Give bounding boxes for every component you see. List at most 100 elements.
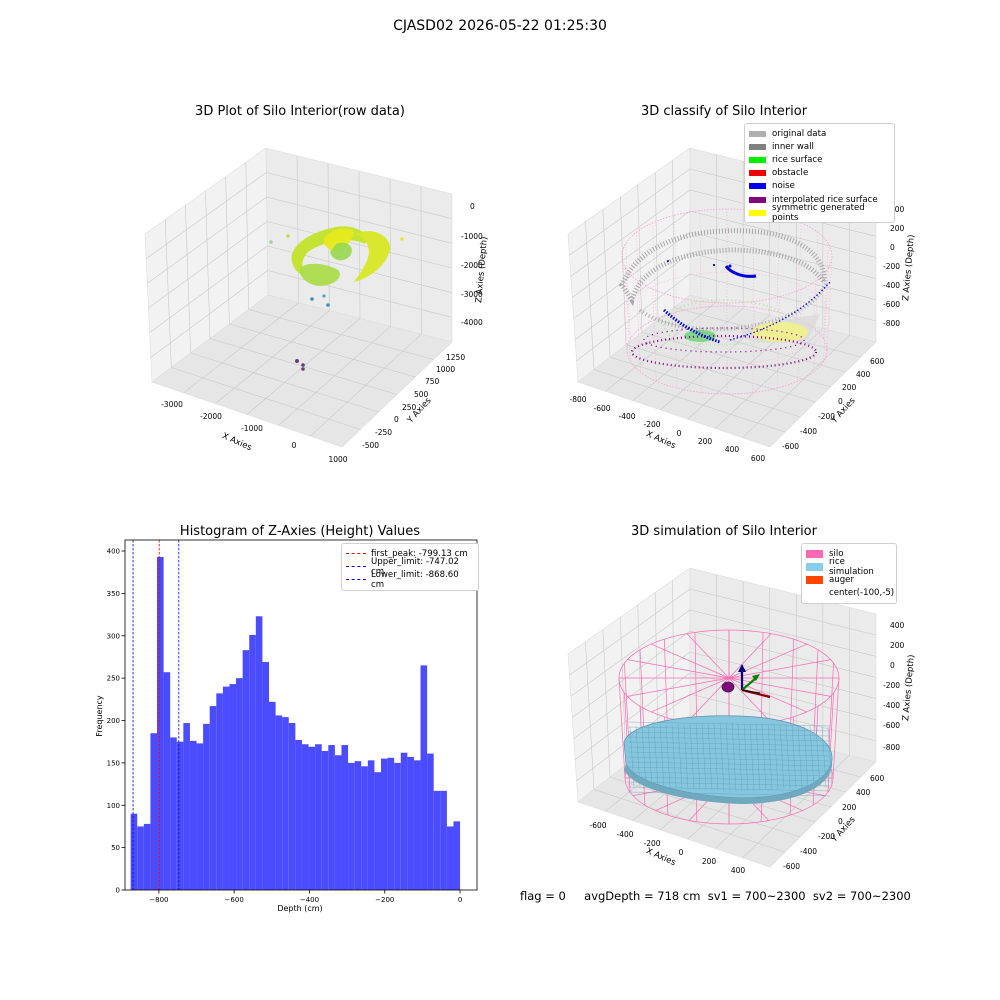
- legend-label: rice simulation: [829, 556, 874, 577]
- svg-text:250: 250: [402, 403, 417, 412]
- grid-line: [183, 302, 299, 394]
- simulation-x-ticks: -600 -400 -200 0 200 400: [589, 821, 745, 875]
- grid-line: [574, 252, 691, 340]
- silo-vertical: [832, 677, 840, 779]
- grid-line: [310, 333, 422, 437]
- histogram-bar: [315, 744, 322, 890]
- histogram-bars: [130, 556, 461, 890]
- histogram-y-tick-label: 50: [111, 844, 120, 852]
- histogram-bar: [288, 723, 296, 890]
- histogram-bar: [229, 684, 237, 890]
- svg-text:0: 0: [838, 817, 843, 826]
- svg-text:750: 750: [425, 377, 440, 386]
- legend-item-silo: silo: [806, 547, 890, 560]
- svg-text:0: 0: [890, 661, 895, 670]
- classify-surface-points: [630, 299, 818, 370]
- svg-text:-600: -600: [593, 404, 610, 413]
- legend-label: Upper_limit: -747.02 cm: [371, 556, 460, 577]
- grid-line: [625, 344, 816, 403]
- svg-text:200: 200: [698, 437, 713, 446]
- silo-vertical: [699, 301, 702, 393]
- legend-swatch: [749, 196, 766, 203]
- svg-text:-600: -600: [883, 721, 900, 730]
- grid-line: [689, 588, 877, 636]
- grid-line: [602, 209, 611, 358]
- grid-line: [149, 245, 268, 333]
- svg-text:400: 400: [731, 866, 746, 875]
- legend-item-symmetric: symmetric generated points: [749, 203, 888, 223]
- classify-3d-plot: -800 -600 -400 -200 0 200 400 600 X Axie…: [567, 147, 917, 463]
- histogram-bar: [407, 756, 414, 890]
- histogram-bar: [334, 755, 342, 890]
- silo-vertical: [635, 279, 641, 373]
- grid-line: [267, 270, 453, 318]
- histogram-bar: [295, 740, 302, 890]
- silo-vertical: [674, 296, 678, 389]
- svg-text:-800: -800: [883, 319, 900, 328]
- silo-roof-spoke: [728, 677, 831, 697]
- classify-z-label: Z Axies (Depth): [901, 234, 917, 301]
- histogram-bar: [170, 737, 177, 890]
- silo-roof-spoke: [627, 659, 730, 679]
- histogram-bar: [255, 616, 263, 890]
- legend-line: [346, 566, 366, 568]
- legend-swatch: [806, 575, 823, 584]
- svg-text:600: 600: [870, 357, 885, 366]
- grid-line: [742, 335, 850, 438]
- grid-line: [602, 629, 611, 778]
- histogram-x-tick-label: 0: [458, 896, 462, 904]
- histogram-vlines: [132, 540, 180, 890]
- grid-line: [576, 273, 691, 362]
- legend-item-upper-limit: Upper_limit: -747.02 cm: [346, 557, 472, 577]
- grid-line: [585, 221, 595, 370]
- svg-text:-200: -200: [883, 681, 900, 690]
- histogram-bar: [282, 717, 289, 890]
- svg-text:0: 0: [679, 848, 684, 857]
- legend-line: [346, 553, 366, 555]
- legend-item-original-data: original data: [749, 127, 888, 140]
- histogram-bar: [446, 826, 454, 890]
- grid-line: [689, 693, 877, 742]
- grid-line: [266, 221, 453, 269]
- svg-text:-200: -200: [883, 262, 900, 271]
- grid-line: [689, 273, 877, 322]
- silo-roof-spoke: [728, 677, 772, 723]
- stats-text: avgDepth = 718 cm sv1 = 700~2300 sv2 = 7…: [584, 889, 911, 903]
- svg-text:0: 0: [677, 429, 682, 438]
- silo-vertical: [827, 692, 834, 793]
- legend-label: first_peak: -799.13 cm: [371, 548, 468, 559]
- legend-label: auger: [829, 574, 854, 585]
- silo-roof-spoke: [686, 633, 730, 679]
- svg-text:-500: -500: [362, 441, 379, 450]
- figure-title: CJASD02 2026-05-22 01:25:30: [393, 18, 607, 34]
- svg-text:600: 600: [870, 774, 885, 783]
- svg-text:-250: -250: [375, 428, 392, 437]
- svg-text:-1000: -1000: [461, 232, 483, 241]
- svg-text:1000: 1000: [436, 365, 455, 374]
- svg-text:200: 200: [842, 383, 857, 392]
- legend-item-center: center(-100,-5): [806, 587, 894, 600]
- svg-text:0: 0: [838, 397, 843, 406]
- svg-text:400: 400: [856, 788, 871, 797]
- histogram-bar: [427, 753, 434, 890]
- classify-x-label: X Axies: [644, 429, 677, 451]
- grid-line: [654, 592, 659, 740]
- svg-text:200: 200: [842, 803, 857, 812]
- svg-text:-600: -600: [783, 862, 800, 871]
- legend-item-rice-surface: rice surface: [749, 153, 888, 166]
- legend-label: interpolated rice surface: [772, 194, 878, 205]
- auger-marker: [721, 681, 735, 693]
- histogram-bar: [321, 751, 329, 890]
- silo-vertical: [752, 210, 755, 308]
- legend-swatch: [749, 209, 766, 216]
- grid-line: [632, 308, 744, 401]
- raw-scatter: [269, 226, 404, 371]
- histogram-chart: −800 −600 −400 −200 0 0 50 100 150 200 250 300 350 4…: [95, 539, 478, 913]
- legend-swatch: [806, 549, 823, 558]
- svg-text:-2000: -2000: [200, 412, 222, 421]
- legend-swatch: [749, 130, 766, 137]
- silo-vertical: [776, 215, 780, 312]
- svg-text:-600: -600: [589, 821, 606, 830]
- histogram-bar: [262, 662, 269, 890]
- histogram-bar: [143, 823, 151, 890]
